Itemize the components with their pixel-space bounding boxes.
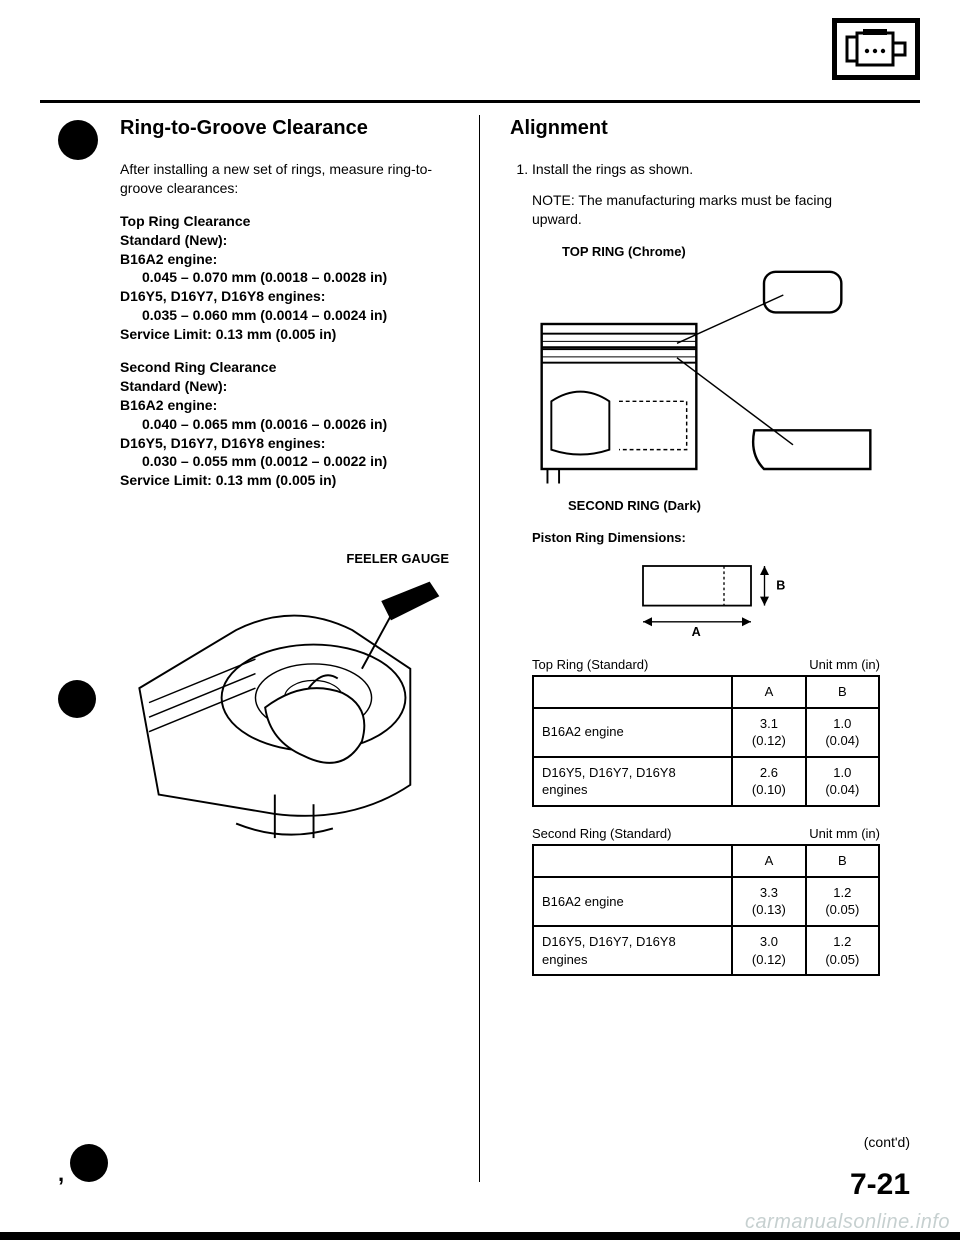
table2-caption-left: Second Ring (Standard) xyxy=(532,825,671,843)
page-number: 7-21 xyxy=(850,1168,910,1202)
contd-label: (cont'd) xyxy=(864,1134,910,1150)
step-1-text: Install the rings as shown. xyxy=(532,161,693,177)
second-ring-e1v: 0.040 – 0.065 mm (0.0016 – 0.0026 in) xyxy=(120,415,449,434)
table1-r1-a: 2.6 (0.10) xyxy=(732,757,805,806)
second-ring-e1: B16A2 engine: xyxy=(120,396,449,415)
second-ring-svc: Service Limit: 0.13 mm (0.005 in) xyxy=(120,471,449,490)
table2-r0-label: B16A2 engine xyxy=(533,877,732,926)
top-ring-e2v: 0.035 – 0.060 mm (0.0014 – 0.0024 in) xyxy=(120,306,449,325)
table1-r0-a: 3.1 (0.12) xyxy=(732,708,805,757)
table2-r1-a: 3.0 (0.12) xyxy=(732,926,805,975)
table1-r1-label: D16Y5, D16Y7, D16Y8 engines xyxy=(533,757,732,806)
second-ring-block: Second Ring Clearance Standard (New): B1… xyxy=(120,358,449,490)
feeler-gauge-illustration: 0 xyxy=(120,572,449,843)
table2-colB: B xyxy=(806,845,879,877)
right-column: Alignment Install the rings as shown. NO… xyxy=(480,115,900,1182)
top-ring-e1v: 0.045 – 0.070 mm (0.0018 – 0.0028 in) xyxy=(120,268,449,287)
watermark: carmanualsonline.info xyxy=(745,1211,950,1234)
top-ring-e1: B16A2 engine: xyxy=(120,250,449,269)
table2-r0-a: 3.3 (0.13) xyxy=(732,877,805,926)
table1-r0-b: 1.0 (0.04) xyxy=(806,708,879,757)
bottom-rule xyxy=(0,1232,960,1240)
table-row: B16A2 engine 3.1 (0.12) 1.0 (0.04) xyxy=(533,708,879,757)
top-ring-heading: Top Ring Clearance xyxy=(120,212,449,231)
second-ring-dark-label: SECOND RING (Dark) xyxy=(568,497,880,515)
table1-caption-right: Unit mm (in) xyxy=(809,656,880,674)
top-ring-block: Top Ring Clearance Standard (New): B16A2… xyxy=(120,212,449,344)
top-ring-table: A B B16A2 engine 3.1 (0.12) 1.0 (0.04) D… xyxy=(532,675,880,807)
ring-cross-section-illustration xyxy=(532,266,880,488)
table2-caption-right: Unit mm (in) xyxy=(809,825,880,843)
table-row: B16A2 engine 3.3 (0.13) 1.2 (0.05) xyxy=(533,877,879,926)
table1-r0-label: B16A2 engine xyxy=(533,708,732,757)
table2-r1-b: 1.2 (0.05) xyxy=(806,926,879,975)
top-ring-e2: D16Y5, D16Y7, D16Y8 engines: xyxy=(120,287,449,306)
top-ring-chrome-label: TOP RING (Chrome) xyxy=(562,243,880,261)
table2-blank xyxy=(533,845,732,877)
engine-icon xyxy=(832,18,920,80)
header-rule xyxy=(40,100,920,103)
table1-caption: Top Ring (Standard) Unit mm (in) xyxy=(532,656,880,674)
table1-caption-left: Top Ring (Standard) xyxy=(532,656,648,674)
second-ring-std: Standard (New): xyxy=(120,377,449,396)
table1-colA: A xyxy=(732,676,805,708)
table2-colA: A xyxy=(732,845,805,877)
table2-r0-b: 1.2 (0.05) xyxy=(806,877,879,926)
left-title: Ring-to-Groove Clearance xyxy=(120,115,449,142)
note-text: NOTE: The manufacturing marks must be fa… xyxy=(532,191,880,229)
second-ring-e2v: 0.030 – 0.055 mm (0.0012 – 0.0022 in) xyxy=(120,452,449,471)
svg-text:A: A xyxy=(692,625,701,638)
top-ring-svc: Service Limit: 0.13 mm (0.005 in) xyxy=(120,325,449,344)
second-ring-heading: Second Ring Clearance xyxy=(120,358,449,377)
table-row: D16Y5, D16Y7, D16Y8 engines 2.6 (0.10) 1… xyxy=(533,757,879,806)
second-ring-table: A B B16A2 engine 3.3 (0.13) 1.2 (0.05) D… xyxy=(532,844,880,976)
top-ring-std: Standard (New): xyxy=(120,231,449,250)
svg-text:B: B xyxy=(776,578,785,592)
feeler-gauge-label: FEELER GAUGE xyxy=(120,550,449,568)
left-intro: After installing a new set of rings, mea… xyxy=(120,160,449,198)
dim-heading: Piston Ring Dimensions: xyxy=(532,529,880,547)
right-title: Alignment xyxy=(510,115,880,142)
table1-blank xyxy=(533,676,732,708)
left-column: Ring-to-Groove Clearance After installin… xyxy=(60,115,480,1182)
dimension-diagram: B A xyxy=(532,557,880,638)
second-ring-e2: D16Y5, D16Y7, D16Y8 engines: xyxy=(120,434,449,453)
table1-r1-b: 1.0 (0.04) xyxy=(806,757,879,806)
table2-caption: Second Ring (Standard) Unit mm (in) xyxy=(532,825,880,843)
table2-r1-label: D16Y5, D16Y7, D16Y8 engines xyxy=(533,926,732,975)
step-1: Install the rings as shown. NOTE: The ma… xyxy=(532,160,880,976)
table-row: D16Y5, D16Y7, D16Y8 engines 3.0 (0.12) 1… xyxy=(533,926,879,975)
table1-colB: B xyxy=(806,676,879,708)
